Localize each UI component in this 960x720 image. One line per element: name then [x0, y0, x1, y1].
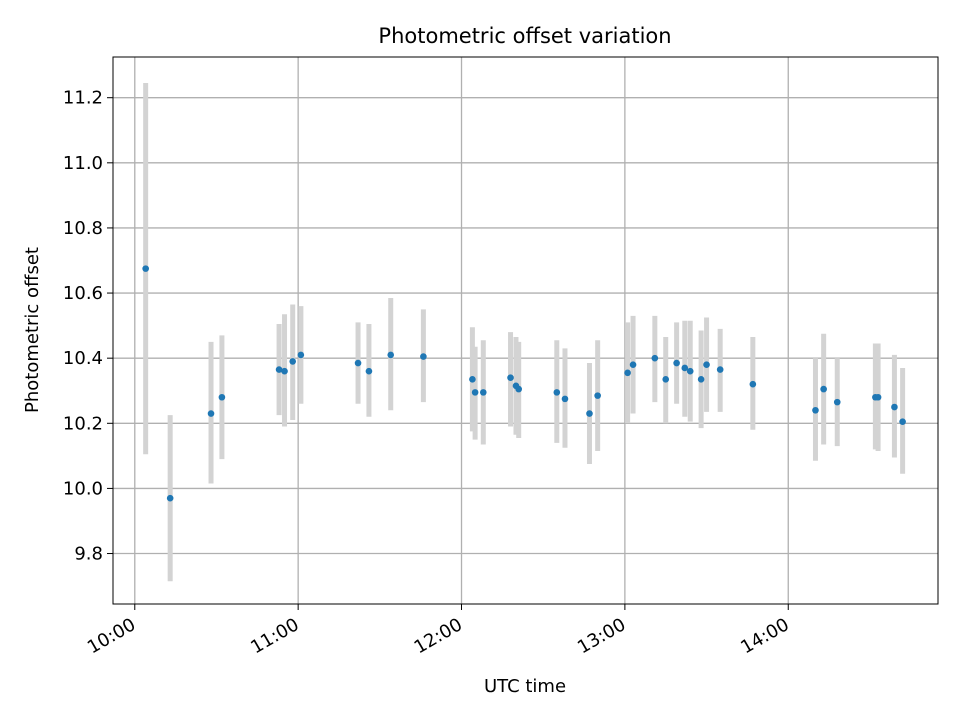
- data-point: [166, 494, 174, 502]
- data-point: [703, 361, 710, 368]
- data-point: [218, 393, 226, 401]
- data-point: [207, 410, 215, 417]
- data-point: [365, 367, 373, 375]
- data-point: [594, 392, 601, 399]
- y-tick-label: 10.4: [63, 348, 103, 369]
- data-point: [297, 351, 305, 359]
- plot-frame: [112, 56, 939, 605]
- y-tick-label: 10.6: [63, 283, 103, 304]
- data-point: [833, 398, 841, 406]
- data-point: [586, 410, 593, 417]
- data-point: [673, 359, 680, 367]
- data-point: [697, 376, 705, 383]
- data-point: [651, 354, 659, 362]
- data-point: [749, 380, 757, 388]
- data-point: [281, 367, 288, 375]
- y-tick-label: 11.0: [63, 153, 103, 174]
- data-point: [874, 393, 882, 401]
- data-point: [812, 406, 819, 414]
- x-axis-label: UTC time: [484, 676, 566, 697]
- y-axis-label: Photometric offset: [22, 247, 43, 413]
- data-point: [561, 395, 569, 403]
- data-point: [354, 359, 362, 367]
- data-point: [681, 364, 689, 372]
- data-point: [899, 418, 906, 425]
- data-point: [820, 385, 827, 393]
- y-tick-label: 10.0: [63, 478, 103, 499]
- y-tick-label: 10.8: [63, 218, 103, 239]
- data-point: [662, 376, 670, 383]
- y-tick-label: 11.2: [63, 88, 103, 109]
- data-point: [716, 366, 724, 373]
- chart-title: Photometric offset variation: [378, 24, 671, 48]
- data-point: [420, 353, 427, 360]
- data-point: [479, 389, 487, 396]
- data-point: [142, 265, 149, 272]
- data-point: [387, 351, 395, 359]
- data-point: [515, 385, 522, 393]
- data-point: [624, 369, 631, 377]
- data-point: [471, 389, 479, 396]
- data-point: [629, 361, 637, 368]
- y-tick-label: 10.2: [63, 413, 103, 434]
- data-point: [891, 403, 898, 411]
- point-layer: [142, 265, 906, 502]
- data-point: [289, 358, 297, 365]
- y-tick-label: 9.8: [74, 544, 103, 565]
- data-point: [553, 389, 561, 396]
- data-point: [275, 366, 283, 373]
- data-point: [469, 376, 476, 383]
- data-point: [686, 367, 694, 375]
- data-point: [507, 374, 514, 382]
- grid-layer: [113, 57, 938, 604]
